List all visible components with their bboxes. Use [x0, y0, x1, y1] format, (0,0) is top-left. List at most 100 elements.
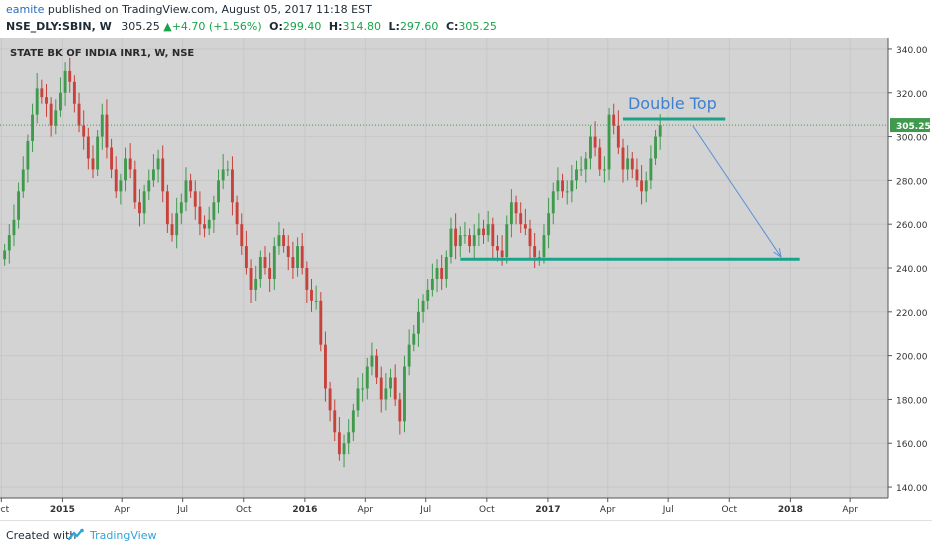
candle-body	[584, 158, 588, 170]
candle-body	[300, 246, 304, 268]
candle-body	[370, 355, 374, 367]
price-axis[interactable]: 140.00 160.00 180.00 200.00 220.00 240.00 260.…	[887, 38, 931, 498]
time-tick-label: 2015	[50, 505, 75, 515]
candle-body	[217, 180, 220, 203]
price-tick-label: 140.00	[896, 484, 928, 494]
candle-body	[416, 311, 420, 334]
candle-body	[77, 103, 81, 126]
candle-body	[165, 191, 169, 225]
price-tick-label: 340.00	[896, 46, 928, 56]
candle-body	[658, 125, 662, 137]
candle-body	[403, 366, 406, 422]
candle-body	[468, 235, 472, 247]
price-chart[interactable]: Double Top 140.00 160.00 180.00 200.00 220.0…	[0, 38, 932, 520]
time-tick-label: Apr	[358, 505, 374, 515]
candle-body	[337, 432, 341, 455]
candle-body	[542, 235, 546, 258]
footer: Created with TradingView	[0, 520, 932, 551]
publish-info: eamite published on TradingView.com, Aug…	[6, 3, 372, 16]
candle-body	[26, 140, 30, 170]
candle-body	[124, 158, 127, 181]
candle-body	[477, 228, 481, 236]
candle-body	[537, 257, 541, 259]
candle-body	[505, 224, 509, 258]
candle-body	[189, 180, 193, 192]
candles	[3, 57, 662, 468]
time-tick-label: 2017	[535, 505, 560, 515]
last-price-badge-label: 305.25	[896, 122, 931, 132]
candle-body	[170, 224, 174, 236]
candle-body	[291, 257, 295, 268]
candle-body	[533, 246, 537, 258]
low-label: L:	[388, 20, 400, 33]
candle-body	[365, 366, 369, 389]
candle-body	[384, 388, 388, 400]
candle-body	[314, 300, 318, 302]
candle-body	[40, 88, 44, 98]
tradingview-brand[interactable]: TradingView	[90, 529, 157, 542]
time-axis[interactable]: Oct 2015 Apr Jul Oct 2016 Apr Jul Oct 2017 Apr Jul O…	[0, 497, 888, 515]
high-label: H:	[328, 20, 343, 33]
candle-body	[328, 388, 332, 411]
candle-body	[565, 191, 569, 193]
candle-body	[161, 158, 165, 192]
candle-body	[612, 114, 616, 126]
last-price-badge	[890, 118, 930, 133]
arrow-head	[773, 248, 782, 259]
time-tick-label: Jul	[419, 505, 431, 515]
candle-body	[175, 213, 179, 236]
candle-body	[547, 213, 551, 236]
candle-body	[351, 410, 355, 433]
candle-body	[310, 289, 313, 301]
candle-body	[151, 169, 155, 181]
candle-body	[356, 388, 360, 411]
candle-body	[500, 250, 504, 258]
price-tick-label: 260.00	[896, 221, 928, 231]
chart-title: STATE BK OF INDIA INR1, W, NSE	[10, 48, 194, 59]
candle-body	[133, 169, 137, 203]
candle-body	[398, 399, 402, 422]
candle-body	[72, 81, 76, 104]
candle-body	[63, 70, 67, 93]
candle-body	[156, 158, 160, 170]
candle-body	[221, 169, 225, 181]
created-with-text: Created with	[6, 529, 77, 542]
candle-body	[96, 136, 100, 170]
candle-body	[407, 344, 411, 367]
time-tick-label: Jul	[176, 505, 188, 515]
candle-body	[82, 125, 86, 137]
candle-body	[375, 355, 379, 378]
candle-body	[561, 180, 564, 192]
candle-body	[593, 136, 597, 148]
candle-body	[254, 278, 258, 290]
candle-body	[319, 300, 323, 345]
candle-body	[621, 147, 625, 170]
candle-body	[100, 114, 104, 137]
candle-body	[333, 410, 337, 433]
candle-body	[184, 180, 188, 203]
candle-body	[91, 158, 95, 170]
price-tick-label: 240.00	[896, 265, 928, 275]
candle-body	[616, 125, 620, 148]
candle-body	[142, 191, 146, 214]
candle-body	[556, 180, 560, 192]
candle-body	[635, 169, 639, 181]
candle-body	[235, 202, 239, 225]
candle-body	[412, 333, 416, 345]
candle-body	[198, 206, 202, 225]
candle-body	[379, 377, 383, 400]
price-change: +4.70 (+1.56%)	[171, 20, 262, 33]
candle-body	[68, 70, 72, 82]
candle-body	[393, 377, 397, 400]
annotations: Double Top	[0, 94, 888, 261]
candle-body	[263, 257, 267, 268]
candle-body	[286, 246, 290, 258]
author-link[interactable]: eamite	[6, 3, 45, 16]
candle-body	[226, 169, 230, 171]
candle-body	[119, 180, 123, 192]
candle-body	[430, 278, 434, 290]
annotation-label: Double Top	[628, 94, 717, 113]
candle-body	[17, 191, 21, 220]
candle-body	[589, 136, 592, 159]
candle-body	[528, 228, 532, 247]
